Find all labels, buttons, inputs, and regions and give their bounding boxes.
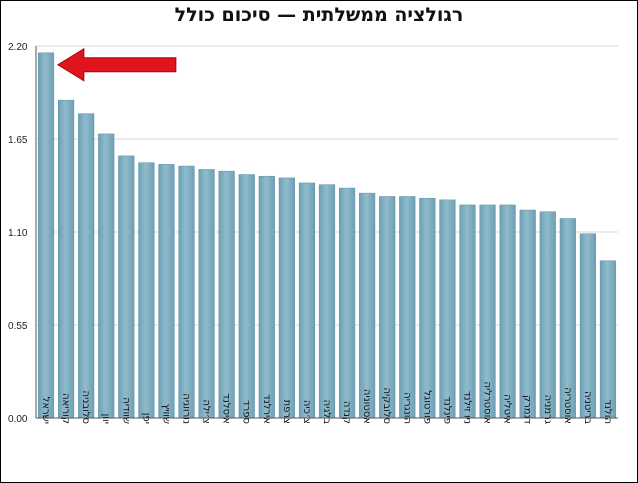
bar (278, 177, 295, 419)
x-tick-label: ספרד (241, 400, 252, 424)
axes (35, 46, 618, 419)
x-tick-label: שוודיה (120, 397, 131, 424)
x-tick-label: צ׳ילה (201, 399, 212, 424)
bar (539, 211, 556, 419)
bar (118, 155, 135, 419)
x-tick-label: שוויץ (160, 404, 171, 424)
x-tick-label: קוריאה (60, 393, 71, 424)
bar (98, 133, 115, 419)
x-tick-label: פינלנד (441, 396, 452, 424)
bar (158, 164, 175, 419)
bar (258, 175, 275, 419)
x-tick-label: אוסטרליה (482, 382, 493, 424)
x-tick-label: ישראל (40, 397, 51, 424)
bar (37, 52, 55, 419)
x-tick-label: פורטוגל (421, 390, 432, 424)
y-tick-label: 0.55 (8, 321, 28, 332)
x-tick-label: צ׳כיה (301, 400, 312, 424)
x-tick-label: אוסטריה (562, 387, 573, 424)
bar (338, 187, 356, 419)
x-tick-label: סלובקיה (381, 387, 392, 424)
x-tick-label: צרפת (281, 400, 292, 424)
x-tick-label: אירלנד (261, 394, 272, 424)
x-tick-label: הונגריה (401, 392, 412, 424)
x-tick-label: הולנד (602, 400, 613, 424)
bar (599, 260, 617, 419)
bar (238, 174, 255, 419)
y-tick-label: 2.20 (8, 42, 28, 53)
annotations (56, 47, 177, 82)
bar (459, 204, 476, 419)
x-tick-label: יפן (140, 413, 151, 424)
bar (318, 184, 336, 419)
bar (519, 209, 536, 419)
x-tick-label: גרמניה (542, 395, 553, 424)
x-tick-label: איסלנד (221, 393, 232, 424)
x-tick-label: דנמרק (522, 395, 533, 425)
bar (359, 192, 376, 419)
x-tick-label: בלגיה (321, 400, 332, 425)
x-tick-label: קנדה (341, 401, 352, 424)
x-tick-labels: ישראל קוריאה סלובניה יוון שוודיה יפן שוויץ נורו… (40, 382, 613, 425)
x-tick-label: נורווגיה (181, 393, 192, 424)
bar (499, 204, 516, 419)
x-tick-label: איטליה (502, 394, 513, 424)
x-tick-label: ניו זילנד (461, 391, 472, 424)
x-tick-label: יוון (100, 414, 111, 424)
bar (379, 196, 396, 419)
chart-title: רגולציה ממשלתית — סיכום כולל (174, 4, 464, 26)
bar (419, 197, 436, 419)
arrow-annotation (56, 47, 177, 82)
y-tick-label: 1.65 (8, 135, 28, 146)
x-tick-label: סלובניה (80, 391, 91, 424)
bar (399, 196, 416, 419)
bar (78, 113, 95, 419)
bar (58, 99, 75, 419)
bar (218, 170, 235, 419)
bar (178, 165, 195, 419)
bar (298, 182, 316, 419)
y-tick-label: 0.00 (8, 414, 28, 425)
y-tick-labels: 0.00 0.55 1.10 1.65 2.20 (8, 42, 28, 425)
y-tick-label: 1.10 (8, 228, 28, 239)
bar (439, 199, 456, 419)
x-tick-label: בריטניה (582, 391, 593, 424)
bar (198, 169, 215, 419)
bars (37, 52, 617, 419)
x-tick-label: אסטוניה (361, 389, 372, 424)
bar (138, 162, 155, 419)
